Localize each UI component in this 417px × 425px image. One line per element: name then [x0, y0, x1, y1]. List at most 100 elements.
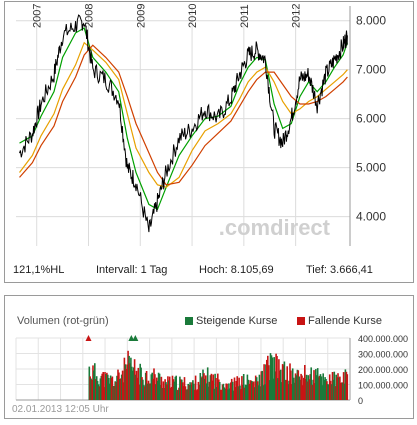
volume-bar: [115, 381, 117, 400]
volume-bar: [114, 381, 116, 400]
volume-bar: [138, 384, 140, 400]
volume-bar: [152, 378, 154, 400]
volume-bar: [130, 357, 132, 400]
volume-bar: [290, 370, 292, 400]
volume-bar: [265, 364, 267, 400]
volume-bar: [205, 383, 208, 400]
volume-bar: [142, 379, 144, 400]
volume-bar: [338, 377, 340, 400]
volume-bar: [109, 375, 112, 400]
volume-bar: [107, 378, 110, 400]
volume-bar: [144, 372, 147, 400]
volume-bar: [165, 382, 167, 400]
legend-rising-swatch: [185, 317, 193, 326]
volume-bar: [254, 375, 257, 400]
volume-bar: [202, 369, 204, 400]
volume-bar: [205, 375, 207, 400]
volume-bar: [267, 355, 269, 400]
volume-bar: [276, 356, 278, 400]
volume-bar: [291, 368, 294, 400]
comdirect-watermark: .comdirect: [219, 215, 331, 240]
volume-bar: [302, 385, 304, 400]
volume-bar: [244, 384, 247, 400]
volume-bar: [324, 377, 326, 400]
volume-bar: [236, 376, 238, 400]
volume-bar: [212, 374, 214, 400]
volume-bar: [237, 386, 239, 400]
volume-bar: [120, 374, 123, 400]
volume-bar: [218, 379, 220, 400]
volume-bar: [174, 376, 177, 400]
volume-bar: [301, 375, 303, 400]
volume-bar: [149, 383, 152, 400]
volume-bar: [225, 383, 227, 400]
volume-bar: [311, 384, 313, 400]
volume-bar: [340, 382, 343, 400]
volume-bar: [281, 364, 284, 400]
volume-bar: [173, 381, 176, 400]
volume-bar: [200, 377, 202, 400]
volume-bar: [139, 363, 141, 400]
volume-bar: [285, 379, 288, 400]
volume-bar: [180, 379, 182, 400]
volume-title: Volumen (rot-grün): [17, 315, 109, 327]
volume-bar: [131, 366, 133, 400]
volume-bar: [208, 381, 211, 400]
volume-bar: [320, 376, 323, 400]
volume-bar: [102, 372, 104, 400]
volume-bar: [213, 388, 215, 400]
volume-bar: [184, 386, 187, 400]
price-y-tick: 5.000: [356, 161, 386, 175]
price-x-label: 2011: [239, 4, 251, 28]
volume-bar: [172, 379, 175, 400]
volume-bar: [337, 373, 339, 400]
volume-bar: [148, 383, 151, 400]
price-x-label: 2012: [291, 4, 303, 28]
volume-bar: [141, 377, 143, 400]
price-y-tick: 7.000: [356, 63, 386, 77]
volume-bar: [339, 376, 341, 400]
volume-bar: [176, 390, 178, 400]
legend-rising-label: Steigende Kurse: [196, 315, 278, 327]
volume-bar: [316, 368, 319, 400]
volume-bar: [317, 377, 320, 400]
volume-bar: [274, 371, 276, 400]
volume-bar: [190, 384, 192, 400]
volume-bar: [124, 364, 127, 400]
volume-bar: [144, 386, 146, 400]
volume-bar: [323, 379, 325, 400]
volume-bar: [293, 382, 296, 400]
volume-bar: [269, 353, 272, 400]
volume-bar: [132, 370, 134, 400]
volume-bar: [268, 380, 271, 400]
volume-bar: [248, 383, 251, 400]
volume-bar: [127, 350, 129, 400]
volume-bar: [192, 380, 194, 400]
volume-bar: [199, 373, 202, 400]
volume-bar: [164, 379, 166, 400]
volume-bar: [101, 373, 103, 400]
volume-spike-marker: [132, 335, 139, 341]
volume-bar: [321, 385, 324, 400]
volume-bar: [107, 374, 109, 400]
legend-rising: Steigende Kurse: [185, 315, 277, 327]
volume-bar: [193, 389, 196, 400]
volume-bar: [198, 384, 201, 400]
volume-y-tick: 0: [358, 396, 363, 406]
volume-y-tick: 100.000.000: [358, 381, 408, 391]
volume-bar: [113, 385, 116, 400]
volume-bar: [306, 381, 309, 400]
volume-bar: [209, 375, 212, 400]
price-y-tick: 4.000: [356, 210, 386, 224]
volume-bar: [147, 380, 150, 400]
volume-bar: [226, 383, 228, 400]
volume-bar: [340, 382, 342, 400]
volume-bar: [143, 385, 145, 400]
volume-bar: [188, 385, 190, 400]
volume-bar: [305, 374, 308, 400]
volume-bar: [253, 381, 255, 400]
volume-bar: [211, 380, 214, 400]
volume-bar: [279, 370, 281, 400]
volume-bar: [259, 386, 262, 400]
volume-bar: [329, 380, 332, 400]
